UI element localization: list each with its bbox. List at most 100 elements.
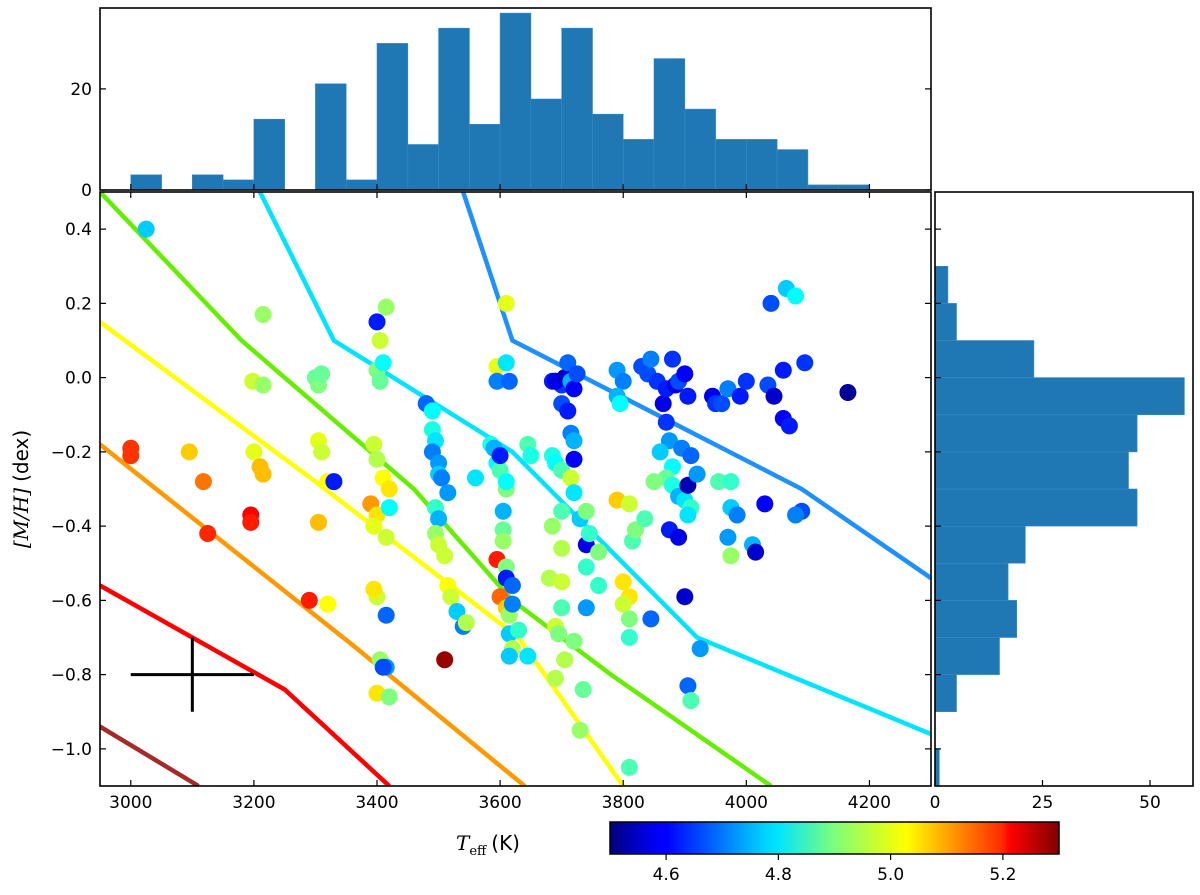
scatter-point — [614, 372, 632, 390]
scatter-point — [497, 354, 515, 372]
top-histogram-bar — [407, 144, 439, 191]
scatter-point — [737, 372, 755, 390]
top-histogram-bar — [715, 139, 747, 191]
top-histogram-bar — [592, 113, 624, 191]
top-histogram: 0 20 — [70, 7, 932, 201]
y-tick-label: 0.4 — [65, 220, 92, 240]
scatter-point — [562, 469, 580, 487]
top-histogram-bar — [376, 43, 409, 191]
scatter-point — [577, 558, 595, 576]
scatter-point — [365, 517, 383, 535]
scatter-point — [374, 658, 392, 676]
right-histogram-bar — [934, 414, 1138, 453]
top-histogram-bar — [438, 27, 470, 191]
scatter-point — [787, 506, 805, 524]
right-histogram-bar — [934, 637, 1000, 675]
scatter-point — [377, 528, 395, 546]
scatter-point — [371, 372, 389, 390]
main-scatter-plot: 3000 3200 3400 3600 3800 4000 4200 0.4 0.2 0.0 −0.… — [51, 191, 932, 813]
scatter-point — [500, 372, 518, 390]
top-histogram-bar — [130, 174, 162, 191]
scatter-point — [194, 473, 212, 491]
scatter-point — [796, 354, 814, 372]
right-histogram-bar — [934, 488, 1138, 527]
scatter-point — [660, 432, 678, 450]
x-tick-label: 3200 — [232, 793, 275, 813]
scatter-point — [380, 499, 398, 517]
scatter-point — [565, 450, 583, 468]
scatter-point — [371, 332, 389, 349]
x-tick-label: 3400 — [355, 793, 398, 813]
scatter-point — [467, 469, 484, 487]
scatter-point — [657, 413, 675, 431]
scatter-point — [319, 595, 337, 613]
scatter-point — [199, 525, 217, 542]
scatter-point — [510, 621, 528, 639]
scatter-point — [497, 294, 515, 312]
scatter-point — [436, 651, 454, 669]
scatter-point — [550, 625, 568, 643]
right-histogram-bar — [934, 340, 1035, 378]
right-x-tick-label: 25 — [1032, 793, 1054, 813]
top-histogram-bar — [315, 83, 347, 191]
scatter-point — [368, 450, 386, 468]
top-y-tick-label: 20 — [70, 80, 92, 100]
scatter-point — [839, 384, 857, 401]
scatter-point — [377, 298, 395, 316]
scatter-point — [254, 306, 272, 323]
x-tick-label: 3800 — [602, 793, 645, 813]
scatter-point — [710, 473, 728, 491]
top-y-tick-label: 0 — [81, 181, 92, 201]
scatter-point — [719, 528, 737, 546]
scatter-point — [374, 354, 392, 372]
scatter-point — [442, 588, 460, 606]
scatter-point — [122, 447, 140, 465]
scatter-point — [543, 517, 561, 535]
right-histogram-bar — [934, 265, 949, 304]
scatter-point — [553, 599, 571, 617]
scatter-point — [636, 510, 654, 528]
scatter-point — [762, 294, 780, 312]
scatter-point — [670, 528, 688, 546]
y-axis-label: [M/H](dex) — [9, 430, 33, 548]
scatter-point — [254, 465, 272, 483]
right-histogram-bar — [934, 600, 1017, 638]
y-tick-label: 0.0 — [65, 369, 92, 389]
scatter-point — [688, 465, 706, 483]
scatter-point — [780, 417, 798, 435]
scatter-point — [651, 443, 669, 461]
x-tick-label: 3600 — [478, 793, 521, 813]
scatter-point — [368, 313, 386, 331]
scatter-point — [747, 543, 765, 561]
scatter-point — [774, 361, 792, 379]
y-tick-label: −1.0 — [51, 740, 92, 760]
x-tick-label: 4000 — [725, 793, 768, 813]
scatter-point — [642, 350, 660, 368]
scatter-point — [494, 502, 512, 520]
top-histogram-bar — [684, 108, 716, 191]
scatter-point — [242, 513, 260, 531]
scatter-point — [553, 573, 571, 591]
scatter-point — [756, 495, 774, 513]
scatter-point — [547, 669, 564, 687]
scatter-point — [448, 603, 466, 620]
top-histogram-bar — [499, 12, 532, 191]
scatter-point — [787, 287, 805, 305]
scatter-point — [497, 473, 515, 491]
scatter-point — [559, 402, 577, 420]
scatter-point — [380, 480, 398, 498]
isoline-0 — [461, 192, 931, 580]
scatter-point — [611, 395, 629, 413]
scatter-point — [676, 588, 694, 606]
top-histogram-bar — [776, 149, 809, 191]
scatter-point — [728, 506, 746, 524]
isoline-3 — [100, 320, 626, 786]
right-histogram-bar — [934, 451, 1129, 490]
isoline-2 — [100, 192, 773, 786]
scatter-point — [180, 443, 198, 461]
scatter-point — [439, 484, 457, 502]
scatter-point — [568, 365, 586, 383]
top-histogram-bar — [222, 179, 255, 191]
scatter-point — [494, 532, 512, 550]
scatter-point — [313, 365, 331, 383]
